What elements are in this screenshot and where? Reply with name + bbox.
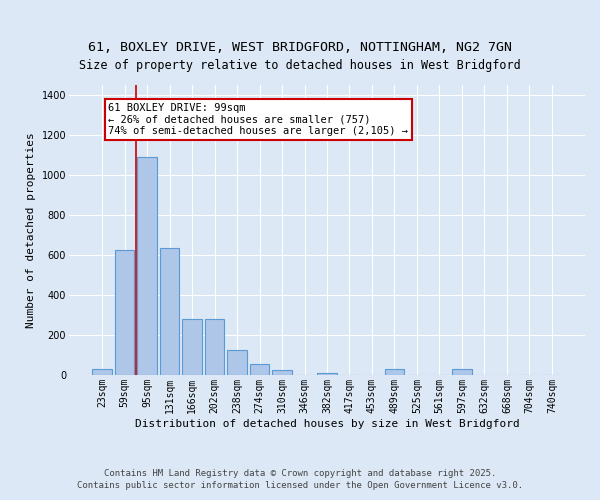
Bar	[250, 364, 269, 375]
Bar	[205, 319, 224, 375]
Y-axis label: Number of detached properties: Number of detached properties	[26, 132, 36, 328]
X-axis label: Distribution of detached houses by size in West Bridgford: Distribution of detached houses by size …	[134, 418, 520, 428]
Bar	[452, 369, 472, 375]
Text: Contains HM Land Registry data © Crown copyright and database right 2025.: Contains HM Land Registry data © Crown c…	[104, 470, 496, 478]
Bar	[272, 370, 292, 375]
Text: Contains public sector information licensed under the Open Government Licence v3: Contains public sector information licen…	[77, 482, 523, 490]
Text: Size of property relative to detached houses in West Bridgford: Size of property relative to detached ho…	[79, 60, 521, 72]
Text: 61, BOXLEY DRIVE, WEST BRIDGFORD, NOTTINGHAM, NG2 7GN: 61, BOXLEY DRIVE, WEST BRIDGFORD, NOTTIN…	[88, 41, 512, 54]
Bar	[317, 373, 337, 375]
Bar	[227, 350, 247, 375]
Bar	[160, 248, 179, 375]
Text: 61 BOXLEY DRIVE: 99sqm
← 26% of detached houses are smaller (757)
74% of semi-de: 61 BOXLEY DRIVE: 99sqm ← 26% of detached…	[109, 103, 409, 136]
Bar	[115, 250, 134, 375]
Bar	[137, 157, 157, 375]
Bar	[385, 369, 404, 375]
Bar	[92, 369, 112, 375]
Bar	[182, 319, 202, 375]
